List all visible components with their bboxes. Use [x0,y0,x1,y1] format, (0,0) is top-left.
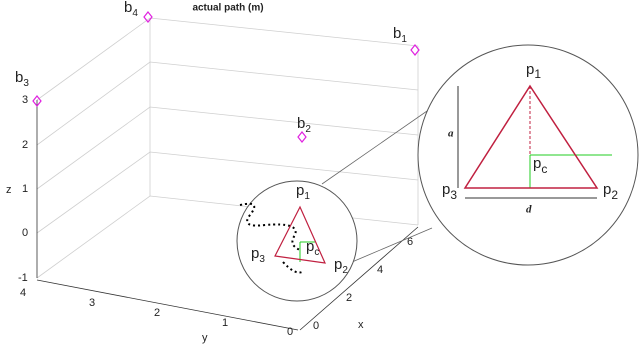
grid-line [36,61,419,146]
label-part: p [296,182,304,199]
beacon-label: b2 [297,115,311,135]
x-axis-label: x [358,319,364,331]
point-label: p1 [296,182,310,202]
label-part: 3 [259,254,265,265]
y-tick-label: 0 [287,326,293,338]
x-axis [299,226,419,331]
y-axis-label: y [202,332,208,344]
beacon-marker [32,95,42,107]
connectors [321,101,441,263]
y-ticks: 4 3 2 1 0 y [20,287,293,344]
z-axis-label: z [6,184,12,196]
beacon-marker [297,131,307,143]
label-part: b [297,115,305,132]
dimension-label: d [526,204,532,216]
y-tick-label: 1 [222,317,228,329]
y-tick-label: 4 [20,287,26,299]
x-tick-label: 6 [407,236,413,248]
y-axis [36,279,299,331]
box-edge [36,195,419,279]
point-label: p2 [334,256,348,276]
triangle [463,84,599,189]
label-part: p [533,155,541,172]
zoom-circle [417,44,639,266]
label-part: 1 [534,67,541,81]
label-part: c [541,162,547,176]
z-tick-label: 1 [22,183,28,195]
label-part: 3 [450,188,457,202]
label-part: b [15,69,23,86]
beacon-label: b1 [393,25,407,45]
point-label: p3 [442,181,457,202]
x-tick-label: 2 [346,292,352,304]
label-part: 1 [304,191,310,202]
dimension-label: a [448,128,454,140]
beacon-label: b3 [15,69,29,89]
x-ticks: 0 2 4 6 x [313,236,413,332]
zoom-connector [321,101,441,185]
point-label: p3 [251,245,265,265]
point-label: pc [533,155,547,176]
box-edge [36,17,419,101]
label-part: 1 [401,34,407,45]
label-part: 2 [611,188,618,202]
label-part: p [442,181,450,198]
beacons: b4 b1 b2 b3 [15,0,420,143]
label-part: 2 [305,124,311,135]
point-label: pc [306,238,319,258]
z-tick-label: 2 [22,139,28,151]
z-tick-label: 3 [22,94,28,106]
path [239,202,303,274]
z-tick-label: -1 [18,272,28,284]
z-ticks: 3 2 1 0 -1 z [6,94,28,284]
small-inset: p1 pc p3 p2 [236,180,358,302]
triangle [274,205,326,264]
label-part: p [603,181,611,198]
beacon-label: b4 [124,0,138,19]
label-part: b [393,25,401,42]
label-part: p [251,245,259,262]
point-label: p2 [603,181,618,202]
y-tick-label: 2 [154,307,160,319]
x-tick-label: 0 [313,320,319,332]
label-part: 4 [132,8,138,19]
label-part: p [334,256,342,273]
beacon-marker [410,44,420,56]
zoom-connector [351,227,433,263]
title: actual path (m) [192,3,263,14]
zoom-circle [236,180,358,302]
z-tick-label: 0 [22,227,28,239]
label-part: 3 [23,78,29,89]
label-part: c [314,247,319,258]
label-part: p [526,61,534,78]
label-part: p [306,238,314,255]
point-label: p1 [526,61,541,81]
large-inset: a d p1 pc p3 p2 [417,44,639,266]
y-tick-label: 3 [89,297,95,309]
label-part: 2 [342,265,348,276]
label-part: b [124,0,132,16]
grid-line [36,151,419,234]
axes-box [36,17,419,331]
grid-line [36,106,419,190]
beacon-marker [143,11,153,23]
x-tick-label: 4 [377,264,383,276]
